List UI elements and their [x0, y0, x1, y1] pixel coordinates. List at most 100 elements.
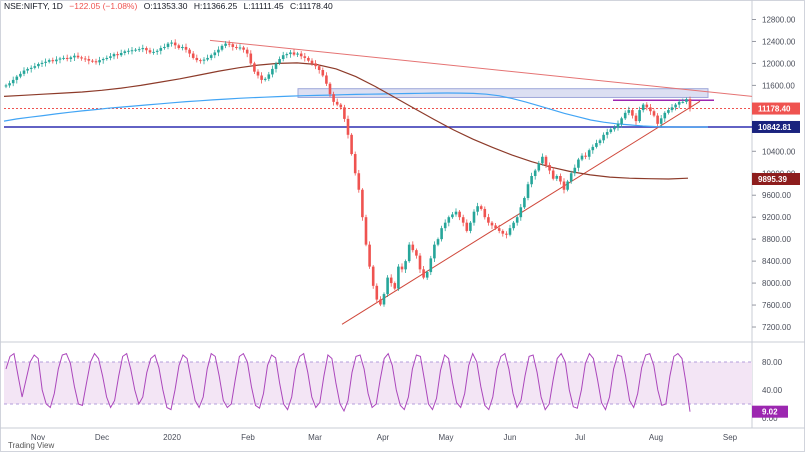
candle-body	[317, 66, 321, 71]
candle-body	[407, 244, 411, 262]
time-axis-label: Feb	[241, 433, 255, 442]
price-tick-label: 12000.00	[762, 59, 796, 68]
candle-body	[253, 63, 256, 72]
candle-body	[339, 104, 343, 108]
time-axis-label: May	[438, 433, 453, 442]
candle-body	[202, 59, 206, 61]
candle-body	[285, 54, 289, 56]
candle-body	[335, 101, 339, 105]
candle-body	[314, 63, 317, 67]
candle-body	[620, 118, 623, 124]
candle-body	[199, 60, 202, 62]
candle-body	[580, 155, 584, 160]
price-tick-label: 7600.00	[762, 301, 791, 310]
candle-body	[62, 57, 65, 59]
candle-body	[159, 48, 163, 51]
candle-body	[235, 46, 238, 49]
candle-body	[65, 57, 69, 60]
candle-body	[127, 50, 130, 52]
candle-body	[271, 68, 274, 75]
time-axis-label: 2020	[163, 433, 181, 442]
candle-body	[119, 52, 123, 56]
candle-body	[577, 159, 580, 168]
price-label-box	[752, 102, 800, 115]
candle-body	[55, 59, 58, 62]
candle-body	[458, 211, 461, 218]
change-label: −122.05 (−1.08%)	[69, 1, 138, 11]
candle-body	[267, 74, 271, 79]
candle-body	[123, 51, 127, 53]
candle-body	[325, 75, 328, 84]
candle-body	[188, 49, 191, 54]
stoch-tick-label: 40.00	[762, 386, 783, 395]
candle-body	[263, 78, 267, 80]
candle-body	[166, 43, 170, 47]
time-axis-label: Sep	[723, 433, 738, 442]
candle-body	[400, 266, 404, 270]
candle-body	[537, 163, 541, 171]
candle-body	[217, 49, 220, 53]
candle-body	[548, 165, 551, 171]
candle-body	[209, 55, 213, 58]
candle-body	[37, 63, 40, 67]
candle-body	[33, 66, 37, 68]
candle-body	[44, 61, 47, 63]
candle-body	[382, 294, 386, 305]
candle-body	[375, 285, 379, 300]
candle-body	[688, 99, 692, 109]
candle-body	[15, 76, 19, 80]
candle-body	[76, 55, 80, 58]
candle-body	[173, 42, 177, 46]
candle-body	[551, 170, 555, 179]
candle-body	[685, 99, 688, 102]
candle-body	[80, 57, 83, 59]
candle-body	[447, 217, 451, 223]
candle-body	[73, 55, 76, 58]
candle-body	[479, 206, 483, 209]
price-tick-label: 9600.00	[762, 191, 791, 200]
candle-body	[494, 225, 497, 229]
candle-body	[47, 60, 51, 62]
candle-body	[566, 181, 569, 190]
candle-body	[364, 217, 368, 245]
ma-brown-line	[3, 62, 689, 180]
candle-body	[26, 68, 29, 71]
price-label-text: 11178.40	[758, 105, 791, 114]
candle-body	[130, 50, 134, 52]
candle-body	[587, 150, 591, 157]
candle-body	[602, 134, 605, 141]
open-label: O:11353.30	[143, 1, 188, 11]
candle-body	[368, 244, 371, 267]
candle-body	[562, 181, 566, 190]
candle-body	[191, 53, 195, 58]
price-tick-label: 10400.00	[762, 147, 796, 156]
price-label-text: 10842.81	[758, 123, 792, 132]
stoch-value-box	[752, 405, 788, 418]
candle-body	[379, 299, 382, 305]
candle-body	[19, 73, 22, 77]
candle-body	[98, 60, 101, 63]
candle-body	[389, 277, 393, 284]
candle-body	[145, 48, 148, 51]
candle-body	[544, 156, 548, 166]
stoch-band	[4, 362, 752, 404]
candle-body	[397, 266, 400, 289]
candle-body	[137, 49, 141, 51]
candle-body	[436, 239, 440, 245]
candle-body	[105, 57, 109, 60]
candle-body	[361, 189, 364, 218]
candle-body	[641, 104, 645, 111]
candle-body	[404, 261, 407, 270]
candle-body	[411, 244, 415, 251]
candle-body	[69, 57, 73, 60]
candle-body	[112, 54, 116, 57]
candle-body	[505, 233, 508, 235]
price-tick-label: 8000.00	[762, 279, 791, 288]
candle-body	[321, 70, 325, 76]
candle-body	[555, 176, 559, 179]
candle-body	[670, 107, 674, 111]
candle-body	[310, 60, 314, 64]
candle-body	[346, 118, 350, 135]
